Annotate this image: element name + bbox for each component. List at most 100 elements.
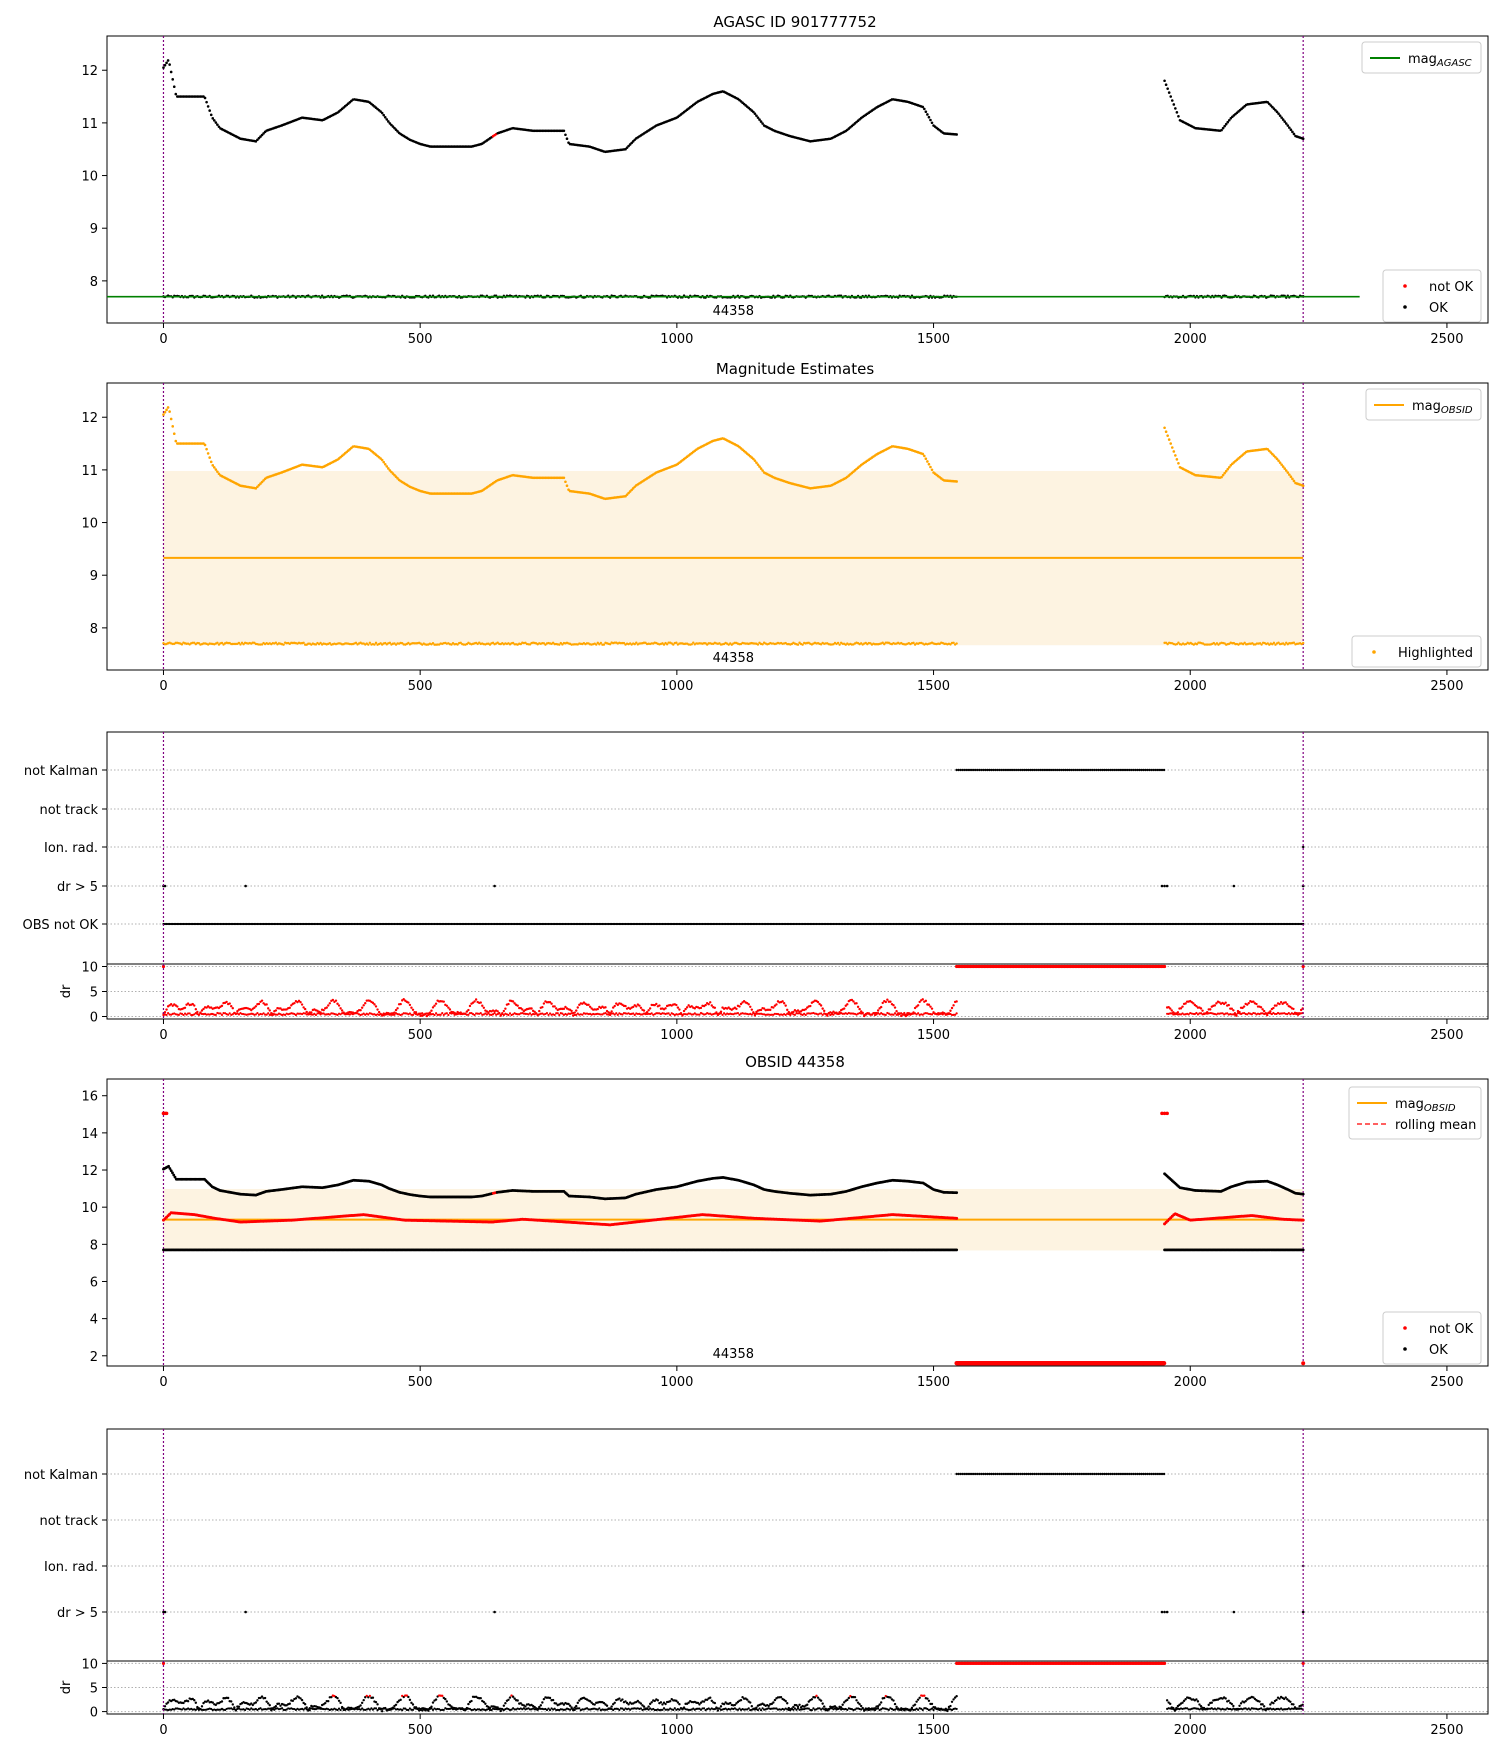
data-point bbox=[214, 468, 218, 471]
flag-point bbox=[163, 884, 167, 888]
flag-point bbox=[244, 884, 247, 888]
dr-point bbox=[538, 1009, 541, 1013]
data-point bbox=[1169, 442, 1173, 445]
data-point bbox=[1277, 112, 1280, 115]
data-point bbox=[1170, 446, 1174, 449]
data-point bbox=[174, 439, 178, 443]
legend-marker bbox=[1403, 284, 1407, 288]
data-point bbox=[1227, 118, 1231, 122]
dr-point bbox=[331, 998, 335, 1002]
flag-point bbox=[969, 768, 973, 772]
flag-point bbox=[493, 884, 496, 888]
dr-point bbox=[474, 998, 478, 1001]
data-point bbox=[211, 464, 215, 467]
dr-point bbox=[325, 1006, 328, 1009]
data-point bbox=[1167, 91, 1171, 94]
data-point bbox=[385, 465, 389, 468]
data-point bbox=[387, 120, 390, 123]
dr-point bbox=[1162, 964, 1167, 969]
flag-point bbox=[1142, 768, 1145, 772]
dr-point bbox=[892, 1004, 895, 1007]
data-point bbox=[753, 112, 757, 115]
data-point bbox=[162, 66, 165, 69]
dr-point bbox=[613, 1004, 616, 1008]
flag-point bbox=[1041, 768, 1045, 772]
dr-point bbox=[917, 1012, 920, 1015]
dr-axis-label: dr bbox=[59, 984, 74, 998]
flag-point bbox=[1017, 768, 1020, 772]
dr-point bbox=[337, 1004, 341, 1007]
data-point bbox=[203, 443, 207, 447]
data-point bbox=[367, 643, 370, 646]
dr-point bbox=[507, 1002, 510, 1006]
dr-point bbox=[473, 1000, 476, 1003]
dr-point bbox=[407, 1001, 410, 1004]
flag-point bbox=[1027, 768, 1030, 772]
data-point bbox=[205, 100, 208, 104]
data-point bbox=[172, 432, 176, 436]
flag-point bbox=[1008, 768, 1012, 772]
dr-point bbox=[165, 1008, 168, 1011]
panel-obsid: OBSID 44358 0 500 1000 1500 2000 250024681012… bbox=[81, 1053, 1489, 1390]
dr-point bbox=[782, 1002, 786, 1005]
x-tick-label: 500 bbox=[408, 1375, 433, 1390]
x-tick-label: 2500 bbox=[1430, 1028, 1463, 1043]
flag-point bbox=[1004, 768, 1008, 772]
flag-point bbox=[1127, 768, 1131, 772]
data-point bbox=[1288, 126, 1291, 129]
flag-point bbox=[1093, 768, 1096, 772]
dr-point bbox=[784, 1004, 787, 1007]
data-point bbox=[162, 413, 165, 416]
dr-point bbox=[493, 1011, 496, 1015]
data-point bbox=[1286, 124, 1290, 127]
dr-point bbox=[916, 1004, 920, 1007]
data-point bbox=[927, 115, 931, 119]
data-point bbox=[1169, 95, 1173, 98]
plot-frame bbox=[106, 35, 1489, 324]
flag-point bbox=[1107, 768, 1110, 772]
data-point bbox=[171, 425, 175, 428]
y-tick-label: 8 bbox=[90, 1238, 98, 1253]
dr-point bbox=[1278, 1002, 1281, 1006]
dr-point bbox=[750, 1008, 754, 1011]
dr-point bbox=[299, 1001, 302, 1004]
flag-point bbox=[1033, 768, 1036, 772]
dr-point bbox=[220, 1004, 224, 1008]
data-point bbox=[929, 118, 932, 122]
legend-label: OK bbox=[1429, 301, 1448, 316]
dr-point bbox=[1286, 1003, 1289, 1006]
panel-magnitude-estimates: Magnitude Estimates 0 500 1000 1500 2000 2500… bbox=[81, 360, 1489, 694]
flag-point bbox=[1148, 768, 1151, 772]
data-point bbox=[1292, 132, 1296, 136]
dr-point bbox=[507, 1013, 510, 1017]
data-point bbox=[927, 462, 931, 466]
dr-point bbox=[558, 1013, 561, 1017]
dr-point bbox=[675, 1003, 678, 1007]
flag-point bbox=[1140, 768, 1143, 772]
flag-point bbox=[1025, 768, 1028, 772]
dr-point bbox=[360, 1006, 364, 1009]
data-point bbox=[212, 466, 216, 469]
dr-point bbox=[856, 1005, 860, 1009]
dr-point bbox=[879, 1005, 883, 1009]
data-point bbox=[1289, 128, 1293, 132]
dr-point bbox=[772, 1006, 775, 1009]
flag-point bbox=[1160, 768, 1164, 772]
dr-point bbox=[411, 1013, 415, 1016]
data-point bbox=[382, 113, 386, 117]
data-point bbox=[1166, 87, 1169, 90]
legend-marker bbox=[1403, 305, 1407, 309]
flag-point bbox=[1051, 768, 1055, 772]
dr-point bbox=[713, 1006, 717, 1009]
dr-point bbox=[502, 1009, 506, 1013]
flag-point bbox=[957, 768, 960, 772]
dr-point bbox=[288, 1006, 291, 1010]
flag-point bbox=[1088, 768, 1092, 772]
dr-point bbox=[225, 1000, 228, 1004]
data-point bbox=[1278, 114, 1282, 117]
dr-point bbox=[542, 1002, 546, 1005]
flag-point bbox=[1136, 768, 1139, 772]
dr-point bbox=[648, 1007, 652, 1010]
